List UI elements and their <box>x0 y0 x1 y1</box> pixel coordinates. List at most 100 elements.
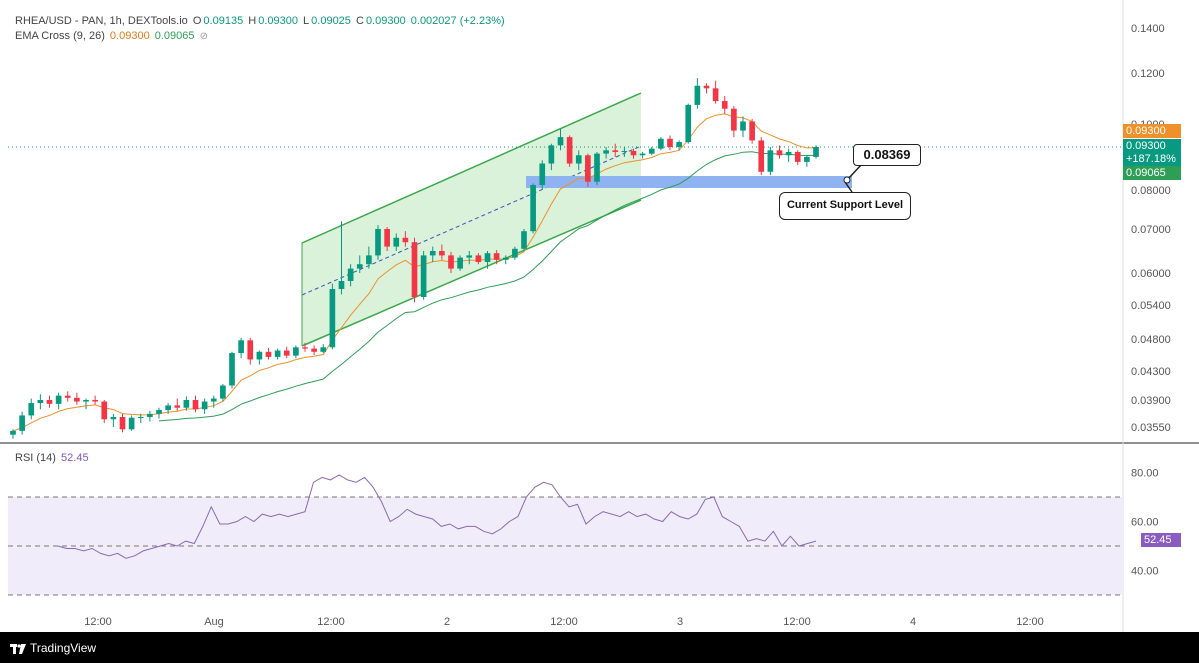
candle-body <box>247 340 254 360</box>
candle-body <box>521 231 527 249</box>
candle-body <box>566 137 573 164</box>
time-axis-label: 12:00 <box>783 616 811 628</box>
candle-body <box>55 395 62 404</box>
candle-body <box>411 242 418 297</box>
candle-body <box>256 351 263 360</box>
time-axis-label: 3 <box>677 616 683 628</box>
candle-body <box>356 264 363 269</box>
candle-body <box>210 398 217 402</box>
price-axis-label: 0.1400 <box>1131 23 1165 35</box>
candle-body <box>794 151 801 162</box>
ascending-channel-fill[interactable] <box>302 93 641 346</box>
candle-body <box>731 108 737 131</box>
last-change-value: +187.18% <box>1126 153 1176 165</box>
price-axis-label: 0.04300 <box>1131 366 1171 378</box>
candle-body <box>630 150 637 156</box>
candle-body <box>393 237 400 247</box>
candle-body <box>676 142 682 147</box>
last-price-value: 0.09300 <box>1126 140 1166 152</box>
rsi-axis[interactable]: 80.00 60.00 40.00 <box>1131 468 1159 578</box>
time-axis[interactable]: 12:00 Aug 12:00 2 12:00 3 12:00 4 12:00 <box>84 616 1044 628</box>
channel-midline <box>301 145 642 296</box>
time-axis-label: 12:00 <box>550 616 578 628</box>
footer-bar: TradingView <box>0 632 1199 663</box>
candle-body <box>402 237 409 243</box>
candle-body <box>165 405 171 411</box>
rsi-axis-label: 80.00 <box>1131 468 1159 480</box>
candle-body <box>101 401 108 420</box>
candle-body <box>776 150 783 156</box>
price-axis-label: 0.08000 <box>1131 185 1171 197</box>
time-axis-label: 12:00 <box>317 616 345 628</box>
candle-body <box>302 347 308 349</box>
candle-body <box>457 257 463 269</box>
candle-body <box>265 351 272 357</box>
support-price-callout[interactable]: 0.08369 <box>853 144 921 166</box>
high-value: 0.09300 <box>258 15 298 27</box>
support-anchor-dot[interactable] <box>843 176 851 184</box>
rsi-value-tag: 52.45 <box>1141 533 1181 547</box>
symbol-legend[interactable]: RHEA/USD - PAN, 1h, DEXTools.io O 0.09135… <box>15 15 507 27</box>
support-level-callout[interactable]: Current Support Level <box>779 192 911 220</box>
symbol-name[interactable]: RHEA/USD - PAN, 1h, DEXTools.io <box>15 15 188 27</box>
candle-body <box>19 415 25 431</box>
candle-body <box>37 400 44 404</box>
candle-body <box>530 185 536 232</box>
time-axis-label: 12:00 <box>1016 616 1044 628</box>
candle-body <box>366 255 372 265</box>
candle-body <box>119 416 126 430</box>
candle-body <box>329 289 336 348</box>
candle-body <box>475 255 482 262</box>
ema-fast-value: 0.09300 <box>109 30 150 42</box>
channel-lower-line[interactable] <box>301 199 642 347</box>
candle-body <box>721 101 728 109</box>
tradingview-logo-icon[interactable] <box>10 643 26 654</box>
candle-body <box>712 88 719 102</box>
circle-slash-icon[interactable]: ⊘ <box>199 31 208 42</box>
candle-body <box>384 229 390 247</box>
price-axis-label: 0.07000 <box>1131 224 1171 236</box>
candle-body <box>293 347 299 356</box>
candle-body <box>548 145 555 164</box>
channel-upper-line[interactable] <box>301 92 642 244</box>
rsi-line <box>57 474 817 559</box>
candle-body <box>585 155 591 182</box>
rsi-axis-label: 40.00 <box>1131 566 1159 578</box>
price-axis-label: 0.03550 <box>1131 422 1171 434</box>
price-axis-label: 0.06000 <box>1131 268 1171 280</box>
candle-body <box>338 281 345 289</box>
candle-body <box>603 150 609 154</box>
candle-body <box>283 350 290 356</box>
candle-body <box>92 400 98 402</box>
candle-body <box>375 229 381 256</box>
support-zone[interactable] <box>526 176 852 188</box>
support-price-connector <box>846 163 863 181</box>
price-axis-label: 0.03900 <box>1131 395 1171 407</box>
candle-body <box>758 140 765 172</box>
candle-body <box>311 348 317 352</box>
candle-body <box>594 153 600 182</box>
candle-body <box>612 150 619 152</box>
ema-label[interactable]: EMA Cross (9, 26) <box>15 30 105 42</box>
change-value: 0.002027 (+2.23%) <box>410 15 505 27</box>
rsi-label[interactable]: RSI (14) <box>15 452 56 464</box>
price-axis-label: 0.04800 <box>1131 334 1171 346</box>
candle-body <box>648 148 655 154</box>
footer-brand[interactable]: TradingView <box>30 640 97 655</box>
rsi-legend[interactable]: RSI (14) 52.45 <box>15 452 91 464</box>
ema-fast-tag: 0.09300 <box>1123 124 1181 138</box>
candle-body <box>767 150 774 172</box>
candle-body <box>703 85 710 89</box>
candle-body <box>320 347 327 352</box>
candle-body <box>621 150 628 152</box>
candle-body <box>484 253 491 262</box>
candle-body <box>804 156 810 162</box>
candle-body <box>128 417 135 430</box>
candle-body <box>74 397 80 402</box>
candle-body <box>274 350 281 357</box>
candle-body <box>201 401 208 410</box>
time-axis-label: 2 <box>444 616 450 628</box>
candle-body <box>557 137 564 146</box>
ema-legend[interactable]: EMA Cross (9, 26) 0.09300 0.09065 ⊘ <box>15 30 210 42</box>
